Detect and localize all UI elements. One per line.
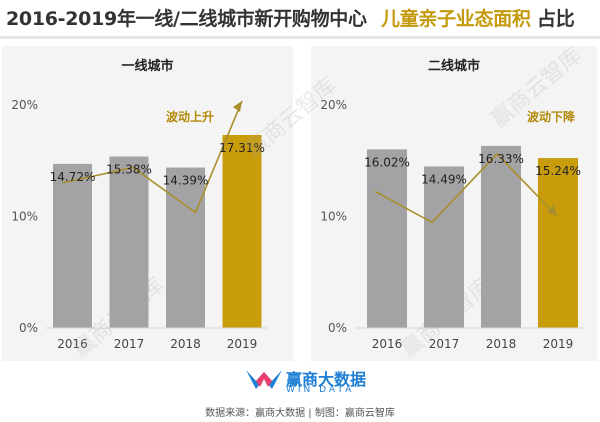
- x-tick-label: 2016: [372, 337, 403, 351]
- tier1-chart-title: 一线城市: [121, 59, 174, 74]
- tier2-chart-title: 二线城市: [427, 59, 480, 74]
- data-label: 14.39%: [163, 174, 209, 188]
- y-tick-label: 0%: [19, 321, 38, 335]
- y-tick-label: 0%: [328, 321, 347, 335]
- title-part-highlight: 儿童亲子业态面积: [381, 8, 531, 30]
- footer-brand: 赢商大数据: [286, 370, 367, 389]
- y-tick-label: 10%: [320, 210, 347, 224]
- x-tick-label: 2019: [543, 337, 574, 351]
- x-tick-label: 2019: [227, 337, 258, 351]
- title-part-main: 2016-2019年一线/二线城市新开购物中心: [6, 8, 367, 30]
- tier2-chart-panel: 二线城市 0% 10% 20% 2016 2017 2018 2019 16.02% 14.49…: [311, 46, 597, 361]
- trend-annotation: 波动上升: [166, 109, 214, 124]
- tier1-chart-panel: 一线城市 0% 10% 20% 2016 2017 2018 2019 14.72% 15.38…: [2, 46, 293, 361]
- title-divider: [0, 36, 600, 39]
- tier1-chart-svg: 0% 10% 20% 2016 2017 2018 2019 14.72% 15.38% 14.3…: [11, 98, 268, 351]
- x-tick-label: 2017: [429, 337, 460, 351]
- trend-line: [374, 152, 558, 224]
- trend-line: [62, 100, 243, 214]
- x-tick-label: 2018: [486, 337, 517, 351]
- data-label: 17.31%: [219, 141, 265, 155]
- bar-2018: [481, 145, 521, 328]
- trend-annotation: 波动下降: [527, 109, 576, 124]
- bar-2017: [424, 166, 464, 328]
- y-tick-label: 20%: [11, 98, 38, 112]
- title-part-end: 占比: [537, 8, 575, 30]
- bar-2019: [222, 134, 262, 328]
- y-tick-label: 10%: [11, 210, 38, 224]
- page-title: 2016-2019年一线/二线城市新开购物中心 儿童亲子业态面积 占比: [0, 4, 600, 34]
- data-label: 14.49%: [421, 172, 467, 186]
- data-source-note: 数据来源：赢商大数据 | 制图：赢商云智库: [205, 408, 395, 419]
- bar-2016: [367, 149, 407, 328]
- data-label: 14.72%: [50, 170, 96, 184]
- x-tick-label: 2016: [57, 337, 88, 351]
- bar-2019: [538, 158, 578, 328]
- y-tick-label: 20%: [320, 98, 347, 112]
- win-data-logo-icon: [246, 370, 282, 389]
- x-tick-label: 2018: [170, 337, 201, 351]
- bar-2018: [166, 167, 205, 328]
- trend-arrow-icon: [233, 101, 242, 112]
- trend-arrow-icon: [547, 204, 557, 216]
- data-label: 15.24%: [535, 164, 581, 178]
- footer-brand-en: WIN DATA: [286, 385, 355, 395]
- data-label: 16.33%: [478, 152, 524, 166]
- bar-2017: [109, 156, 149, 328]
- tier2-chart-svg: 0% 10% 20% 2016 2017 2018 2019 16.02% 14.49% 16.3…: [320, 98, 584, 351]
- bar-2016: [53, 163, 92, 328]
- data-label: 16.02%: [364, 155, 410, 169]
- x-tick-label: 2017: [114, 337, 145, 351]
- data-label: 15.38%: [106, 163, 152, 177]
